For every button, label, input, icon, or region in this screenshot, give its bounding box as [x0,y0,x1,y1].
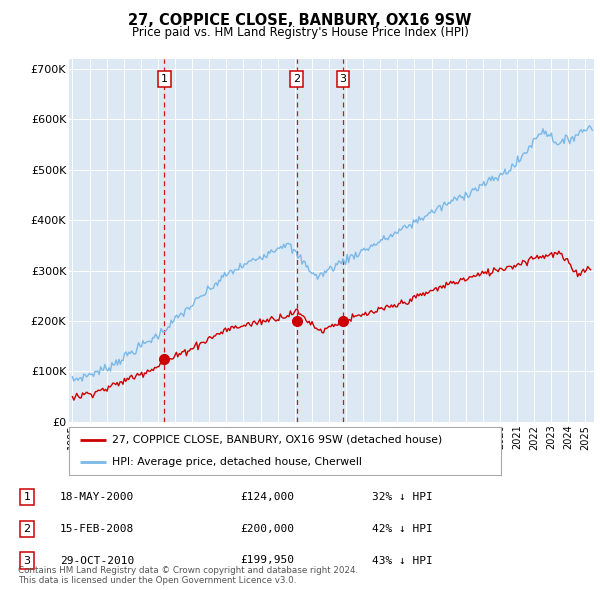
Text: 3: 3 [340,74,347,84]
Text: 1: 1 [161,74,168,84]
Text: 43% ↓ HPI: 43% ↓ HPI [372,556,433,565]
Text: 3: 3 [23,556,31,565]
Text: 27, COPPICE CLOSE, BANBURY, OX16 9SW (detached house): 27, COPPICE CLOSE, BANBURY, OX16 9SW (de… [112,435,442,445]
Text: Price paid vs. HM Land Registry's House Price Index (HPI): Price paid vs. HM Land Registry's House … [131,26,469,39]
Text: 32% ↓ HPI: 32% ↓ HPI [372,492,433,502]
Text: 27, COPPICE CLOSE, BANBURY, OX16 9SW: 27, COPPICE CLOSE, BANBURY, OX16 9SW [128,13,472,28]
Text: HPI: Average price, detached house, Cherwell: HPI: Average price, detached house, Cher… [112,457,362,467]
Text: 1: 1 [23,492,31,502]
Text: £199,950: £199,950 [240,556,294,565]
Text: 2: 2 [293,74,301,84]
Text: £200,000: £200,000 [240,524,294,533]
Text: 2: 2 [23,524,31,533]
Text: 29-OCT-2010: 29-OCT-2010 [60,556,134,565]
Text: £124,000: £124,000 [240,492,294,502]
Text: Contains HM Land Registry data © Crown copyright and database right 2024.
This d: Contains HM Land Registry data © Crown c… [18,566,358,585]
Text: 18-MAY-2000: 18-MAY-2000 [60,492,134,502]
Text: 15-FEB-2008: 15-FEB-2008 [60,524,134,533]
Text: 42% ↓ HPI: 42% ↓ HPI [372,524,433,533]
